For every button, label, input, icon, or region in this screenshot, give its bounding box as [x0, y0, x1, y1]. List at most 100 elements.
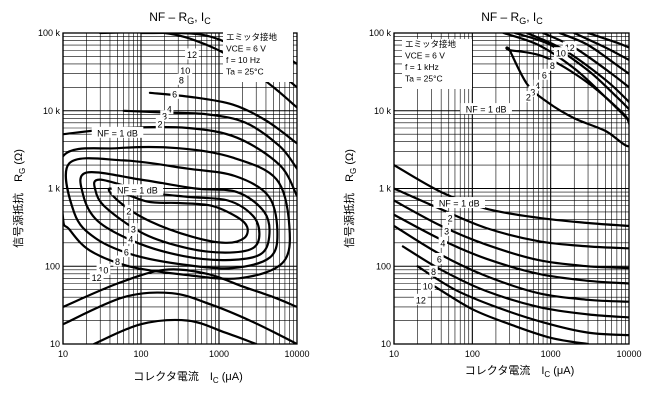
curve-label-bg [170, 87, 179, 99]
curve-label: 2 [157, 119, 162, 129]
y-tick-label: 100 k [369, 28, 392, 38]
condition-text: Ta = 25°C [226, 67, 264, 77]
curve-label-bg [126, 232, 136, 244]
curve-label: 8 [431, 267, 436, 277]
curve-label-bg [438, 236, 448, 248]
y-tick-label: 10 k [43, 106, 61, 116]
curve-label-bg [524, 91, 533, 103]
curve-10-db [573, 33, 629, 62]
x-tick-label: 10000 [616, 349, 641, 359]
curve-label: 10 [98, 265, 108, 275]
chart-title: NF – RG, IC [481, 10, 543, 26]
curve-label: 8 [179, 75, 184, 85]
y-tick-label: 100 k [38, 28, 61, 38]
curve-label-bg [533, 79, 542, 91]
y-tick-label: 1 k [48, 184, 61, 194]
curve-label: 10 [423, 281, 433, 291]
curve-lower-10-db [63, 291, 297, 344]
condition-text: f = 10 Hz [226, 55, 260, 65]
curve-label: 4 [128, 234, 133, 244]
curve-label: 12 [416, 295, 426, 305]
curve-label: NF = 1 dB [466, 105, 507, 115]
conditions-bg [223, 32, 293, 82]
conditions-bg [402, 39, 472, 89]
condition-text: f = 1 kHz [405, 62, 439, 72]
curve-label: 3 [530, 87, 535, 97]
x-tick-label: 10000 [284, 349, 309, 359]
curve-4-db [526, 33, 629, 103]
x-tick-label: 100 [465, 349, 480, 359]
curve-label-bg [420, 279, 435, 291]
conditions-box: エミッタ接地 VCE = 6 Vf = 1 kHz Ta = 25°C [402, 39, 472, 89]
curve-label: 10 [180, 66, 190, 76]
curve-label: 12 [565, 43, 575, 53]
condition-text: VCE = 6 V [226, 44, 266, 54]
curve-label: 8 [550, 61, 555, 71]
curve-label: 3 [444, 226, 449, 236]
curve-label-bg [89, 271, 104, 283]
curve-label-bg [562, 41, 577, 53]
curve-8-db [558, 33, 629, 75]
x-tick-label: 10 [389, 349, 399, 359]
curve-label: 6 [542, 70, 547, 80]
curve-6-db-low [394, 224, 629, 303]
curve-lower-8-db [63, 268, 297, 308]
curve-label-bg [548, 59, 557, 71]
y-tick-label: 100 [45, 261, 60, 271]
y-axis-label: 信号源抵抗 RG (Ω) [342, 149, 358, 248]
curve-label: 12 [187, 50, 197, 60]
curve-10-db-low [416, 265, 629, 337]
curve-label: 6 [437, 254, 442, 264]
conditions-box: エミッタ接地 VCE = 6 Vf = 10 Hz Ta = 25°C [223, 32, 293, 82]
y-axis-label: 信号源抵抗 RG (Ω) [11, 149, 27, 248]
curve-label: 3 [131, 225, 136, 235]
curve-label-bg [122, 246, 131, 258]
curve-label: 2 [526, 93, 531, 103]
curve-label-bg [442, 224, 451, 236]
y-tick-label: 10 [381, 339, 391, 349]
curve-label: 8 [115, 257, 120, 267]
curve-6-db [63, 145, 292, 280]
x-tick-label: 1000 [209, 349, 229, 359]
curve-label-bg [429, 265, 438, 277]
curve-label-bg [155, 117, 165, 129]
curve-label: 2 [126, 207, 131, 217]
y-tick-label: 1 k [379, 184, 392, 194]
curve-label: NF = 1 dB [97, 128, 138, 138]
condition-text: VCE = 6 V [405, 51, 445, 61]
curve-label-bg [435, 252, 444, 264]
curve-1-db [107, 187, 249, 244]
curve-10-db [122, 109, 297, 170]
condition-text: エミッタ接地 [226, 32, 278, 42]
curve-label: 2 [448, 213, 453, 223]
curve-1-db-low [394, 164, 629, 227]
curve-label-bg [528, 85, 537, 97]
curve-label-bg [413, 293, 428, 305]
y-tick-label: 10 k [374, 106, 392, 116]
y-tick-label: 10 [50, 339, 60, 349]
curve-label-bg [185, 48, 199, 60]
curve-label: 6 [124, 248, 129, 258]
chart-title: NF – RG, IC [149, 10, 211, 26]
curve-3-db [79, 171, 271, 262]
x-tick-label: 100 [133, 349, 148, 359]
curve-label: NF = 1 dB [117, 186, 158, 196]
curve-12-db-low [433, 285, 590, 344]
condition-text: エミッタ接地 [405, 39, 457, 49]
curve-label: 10 [556, 49, 566, 59]
curve-label-bg [124, 205, 134, 217]
condition-text: Ta = 25°C [405, 74, 443, 84]
curve-label-bg [460, 103, 512, 115]
curve-label: 6 [172, 89, 177, 99]
curve-label-bg [111, 184, 164, 196]
curve-label-bg [178, 64, 193, 76]
curve-2-db-low [394, 187, 629, 250]
y-tick-label: 100 [376, 261, 391, 271]
curve-4-db [64, 157, 279, 270]
curve-2-db [93, 178, 261, 254]
x-axis-label: コレクタ電流 IC (μA) [133, 369, 242, 385]
